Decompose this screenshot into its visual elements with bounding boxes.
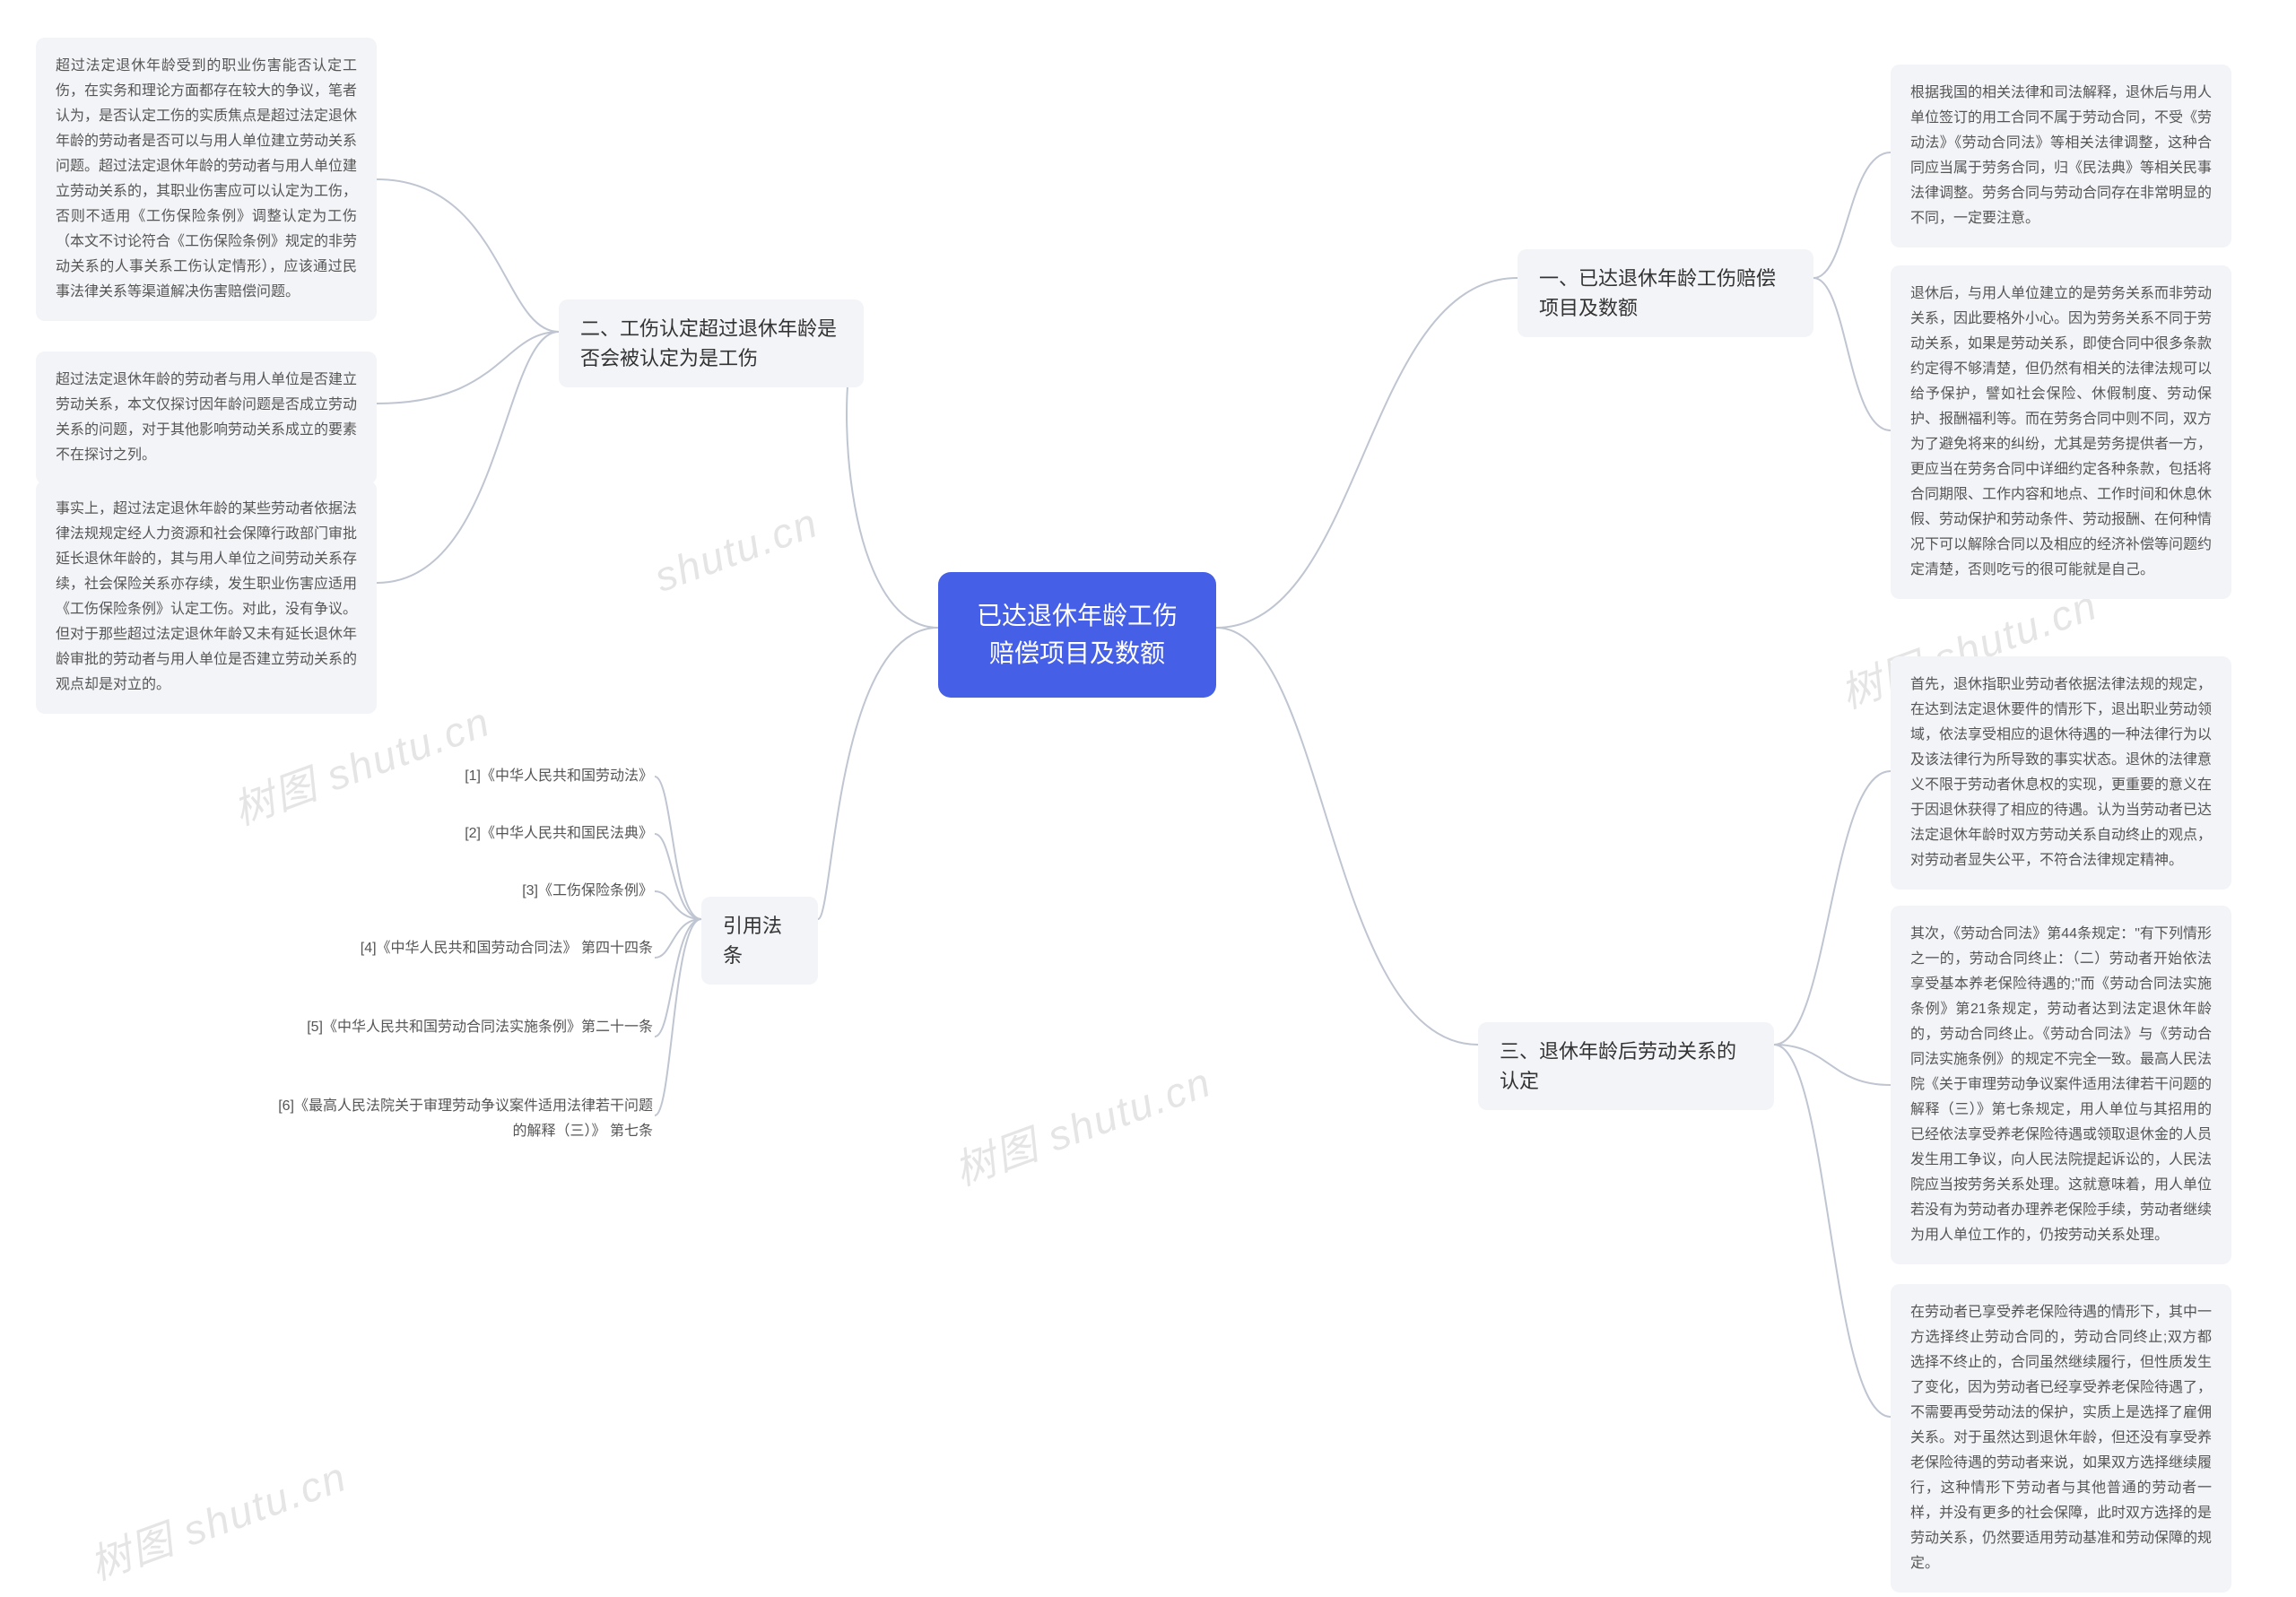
law-item-3[interactable]: [3]《工伤保险条例》 — [384, 879, 653, 904]
watermark: shutu.cn — [648, 498, 824, 602]
law-item-2[interactable]: [2]《中华人民共和国民法典》 — [384, 821, 653, 846]
law-item-4[interactable]: [4]《中华人民共和国劳动合同法》 第四十四条 — [276, 936, 653, 961]
watermark: 树图 shutu.cn — [81, 1445, 354, 1593]
leaf-2a[interactable]: 超过法定退休年龄受到的职业伤害能否认定工伤，在实务和理论方面都存在较大的争议，笔… — [36, 38, 377, 321]
leaf-2c[interactable]: 事实上，超过法定退休年龄的某些劳动者依据法律法规规定经人力资源和社会保障行政部门… — [36, 481, 377, 714]
branch-node-3[interactable]: 三、退休年龄后劳动关系的认定 — [1478, 1022, 1774, 1110]
branch-node-4[interactable]: 引用法条 — [701, 897, 818, 985]
law-item-5[interactable]: [5]《中华人民共和国劳动合同法实施条例》第二十一条 — [276, 1015, 653, 1040]
leaf-3b[interactable]: 其次，《劳动合同法》第44条规定："有下列情形之一的，劳动合同终止：（二）劳动者… — [1891, 906, 2231, 1264]
leaf-2b[interactable]: 超过法定退休年龄的劳动者与用人单位是否建立劳动关系，本文仅探讨因年龄问题是否成立… — [36, 352, 377, 484]
leaf-1a[interactable]: 根据我国的相关法律和司法解释，退休后与用人单位签订的用工合同不属于劳动合同，不受… — [1891, 65, 2231, 247]
leaf-3c[interactable]: 在劳动者已享受养老保险待遇的情形下，其中一方选择终止劳动合同的，劳动合同终止;双… — [1891, 1284, 2231, 1593]
law-item-1[interactable]: [1]《中华人民共和国劳动法》 — [384, 764, 653, 789]
watermark: 树图 shutu.cn — [945, 1050, 1219, 1198]
law-item-6[interactable]: [6]《最高人民法院关于审理劳动争议案件适用法律若干问题的解释（三）》 第七条 — [276, 1094, 653, 1144]
leaf-1b[interactable]: 退休后，与用人单位建立的是劳务关系而非劳动关系，因此要格外小心。因为劳务关系不同… — [1891, 265, 2231, 599]
leaf-3a[interactable]: 首先，退休指职业劳动者依据法律法规的规定，在达到法定退休要件的情形下，退出职业劳… — [1891, 656, 2231, 890]
center-node[interactable]: 已达退休年龄工伤赔偿项目及数额 — [938, 572, 1216, 698]
branch-node-1[interactable]: 一、已达退休年龄工伤赔偿项目及数额 — [1518, 249, 1813, 337]
branch-node-2[interactable]: 二、工伤认定超过退休年龄是否会被认定为是工伤 — [559, 299, 864, 387]
mindmap-canvas: 树图 shutu.cn shutu.cn 树图 shutu.cn 树图 shut… — [0, 0, 2296, 1597]
